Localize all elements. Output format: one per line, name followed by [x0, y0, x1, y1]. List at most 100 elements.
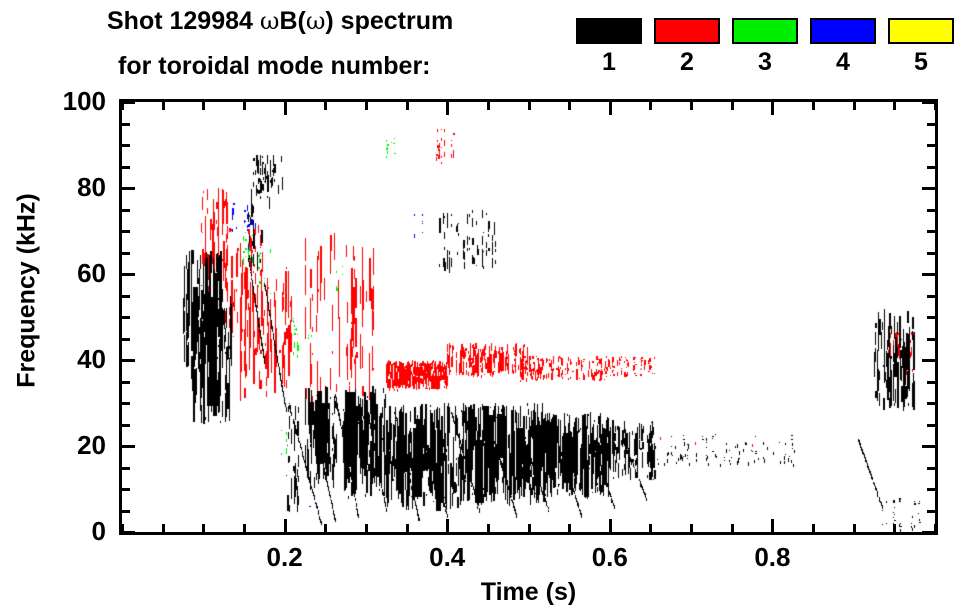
x-tick-top-major-0.4	[446, 102, 449, 115]
y-tick-minor-25	[122, 424, 130, 427]
y-tick-minor-90	[122, 144, 130, 147]
x-tick-top-minor-0.35	[406, 102, 409, 110]
x-tick-top-minor-0.3	[365, 102, 368, 110]
y-tick-right-minor-35	[927, 381, 935, 384]
x-tick-minor-0.15	[243, 524, 246, 532]
x-tick-minor-0.25	[324, 524, 327, 532]
y-axis-title: Frequency (kHz)	[12, 193, 41, 388]
legend-swatch-5	[888, 18, 954, 44]
y-tick-right-minor-45	[927, 338, 935, 341]
y-tick-major-0	[122, 531, 135, 534]
x-tick-minor-0.9	[853, 524, 856, 532]
y-tick-right-minor-10	[927, 488, 935, 491]
x-tick-minor-0.05	[162, 524, 165, 532]
x-tick-minor-0	[121, 524, 124, 532]
x-tick-label-0.4: 0.4	[429, 542, 466, 572]
y-tick-label-40: 40	[77, 344, 106, 374]
legend-label-1: 1	[602, 48, 616, 76]
x-tick-top-minor-0.45	[487, 102, 490, 110]
y-tick-minor-10	[122, 488, 130, 491]
y-tick-right-major-100	[922, 101, 935, 104]
spectrogram-canvas	[122, 102, 935, 532]
title-spectrum-text: ) spectrum	[325, 7, 454, 35]
y-tick-minor-5	[122, 510, 130, 513]
y-tick-minor-75	[122, 209, 130, 212]
title-shot-text: Shot 129984	[107, 7, 260, 35]
y-tick-major-40	[122, 359, 135, 362]
x-tick-major-0.4	[446, 519, 449, 532]
y-tick-minor-65	[122, 252, 130, 255]
y-tick-major-80	[122, 187, 135, 190]
y-tick-right-minor-25	[927, 424, 935, 427]
y-tick-right-minor-95	[927, 123, 935, 126]
y-tick-right-minor-70	[927, 230, 935, 233]
y-tick-right-minor-75	[927, 209, 935, 212]
figure-title-line-2: for toroidal mode number:	[118, 52, 431, 80]
x-tick-top-minor-0.9	[853, 102, 856, 110]
y-tick-right-major-80	[922, 187, 935, 190]
y-tick-right-major-40	[922, 359, 935, 362]
x-tick-minor-0.85	[812, 524, 815, 532]
y-tick-right-minor-90	[927, 144, 935, 147]
y-tick-minor-45	[122, 338, 130, 341]
x-tick-minor-0.35	[406, 524, 409, 532]
y-tick-major-20	[122, 445, 135, 448]
legend-item-4: 4	[810, 18, 876, 75]
x-tick-minor-0.95	[893, 524, 896, 532]
x-tick-label-0.8: 0.8	[754, 542, 791, 572]
legend-item-2: 2	[654, 18, 720, 75]
x-tick-top-minor-0.5	[528, 102, 531, 110]
legend-item-5: 5	[888, 18, 954, 75]
x-axis-title: Time (s)	[480, 578, 577, 606]
omega-symbol-1: ω	[259, 7, 280, 35]
y-tick-minor-55	[122, 295, 130, 298]
y-tick-minor-95	[122, 123, 130, 126]
y-tick-minor-30	[122, 402, 130, 405]
x-tick-top-major-0.6	[609, 102, 612, 115]
x-tick-top-minor-0.7	[690, 102, 693, 110]
x-tick-minor-0.75	[731, 524, 734, 532]
legend-label-3: 3	[758, 48, 772, 76]
legend-swatch-2	[654, 18, 720, 44]
y-tick-right-minor-30	[927, 402, 935, 405]
legend-label-2: 2	[680, 48, 694, 76]
legend-label-5: 5	[914, 48, 928, 76]
x-tick-top-minor-0.25	[324, 102, 327, 110]
y-tick-right-major-0	[922, 531, 935, 534]
x-tick-minor-0.3	[365, 524, 368, 532]
x-tick-top-minor-0.75	[731, 102, 734, 110]
y-tick-label-0: 0	[91, 516, 106, 546]
x-tick-top-minor-0.1	[202, 102, 205, 110]
legend-swatch-3	[732, 18, 798, 44]
legend-item-3: 3	[732, 18, 798, 75]
x-tick-top-minor-0.85	[812, 102, 815, 110]
x-tick-major-0.2	[284, 519, 287, 532]
figure-title-line-1: Shot 129984 ωB(ω) spectrum	[107, 7, 453, 36]
y-tick-major-60	[122, 273, 135, 276]
y-tick-minor-85	[122, 166, 130, 169]
y-tick-right-minor-55	[927, 295, 935, 298]
y-tick-right-minor-50	[927, 316, 935, 319]
x-tick-minor-0.1	[202, 524, 205, 532]
x-tick-top-major-0.2	[284, 102, 287, 115]
x-tick-minor-0.55	[568, 524, 571, 532]
x-tick-top-minor-0	[121, 102, 124, 110]
x-tick-minor-1	[934, 524, 937, 532]
y-tick-label-20: 20	[77, 430, 106, 460]
omega-symbol-2: ω	[305, 7, 326, 35]
y-tick-right-major-20	[922, 445, 935, 448]
y-tick-right-minor-15	[927, 467, 935, 470]
x-tick-top-minor-0.15	[243, 102, 246, 110]
x-tick-top-minor-0.55	[568, 102, 571, 110]
y-tick-right-major-60	[922, 273, 935, 276]
x-tick-minor-0.65	[649, 524, 652, 532]
x-tick-minor-0.5	[528, 524, 531, 532]
y-tick-right-minor-85	[927, 166, 935, 169]
legend-swatch-4	[810, 18, 876, 44]
y-tick-label-80: 80	[77, 172, 106, 202]
y-tick-right-minor-5	[927, 510, 935, 513]
legend-item-1: 1	[576, 18, 642, 75]
y-tick-minor-15	[122, 467, 130, 470]
y-tick-label-100: 100	[62, 86, 106, 116]
